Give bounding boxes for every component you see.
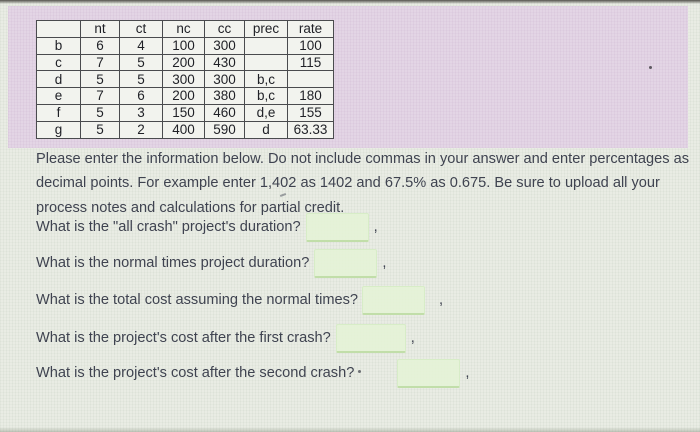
table-panel: nt ct nc cc prec rate b 6 4 100 300 100 … — [8, 6, 688, 148]
table-cell: 7 — [80, 53, 120, 72]
table-cell: 6 — [119, 87, 163, 105]
question-suffix: , — [439, 292, 444, 308]
table-row: d 5 5 300 300 b,c — [36, 70, 334, 89]
table-cell: 100 — [162, 36, 205, 55]
table-cell: b,c — [244, 70, 288, 89]
question-all-crash-duration: What is the "all crash" project's durati… — [36, 212, 378, 242]
question-cost-first-crash: What is the project's cost after the fir… — [36, 323, 415, 353]
table-cell: 380 — [204, 87, 245, 105]
table-cell: 100 — [287, 36, 334, 55]
table-cell: 5 — [119, 70, 163, 89]
row-label: g — [36, 120, 81, 139]
table-cell: 200 — [162, 87, 205, 105]
question-total-cost-normal-times: What is the total cost assuming the norm… — [36, 285, 443, 315]
table-cell: 300 — [204, 36, 245, 55]
answer-input[interactable] — [397, 358, 461, 388]
table-cell: 430 — [204, 53, 245, 72]
row-label: e — [36, 87, 81, 105]
dust-speck — [649, 66, 652, 69]
table-cell: 200 — [162, 53, 205, 72]
table-cell: d,e — [244, 103, 288, 122]
header-cell-rate: rate — [287, 20, 334, 38]
header-cell-ct: ct — [119, 20, 163, 38]
table-row: f 5 3 150 460 d,e 155 — [36, 103, 334, 122]
row-label: b — [36, 36, 81, 55]
table-cell: 5 — [80, 103, 120, 122]
table-cell: 6 — [80, 36, 120, 55]
table-cell: 5 — [119, 53, 163, 72]
table-cell: d — [244, 120, 288, 139]
answer-input[interactable] — [314, 248, 378, 278]
table-cell — [244, 36, 288, 55]
table-row: e 7 6 200 380 b,c 180 — [36, 87, 334, 105]
header-cell-nt: nt — [80, 20, 120, 38]
table-cell: 5 — [80, 120, 120, 139]
question-normal-times-duration: What is the normal times project duratio… — [36, 248, 386, 278]
instructions-line: Please enter the information below. Do n… — [36, 151, 690, 167]
header-cell-blank — [36, 20, 81, 38]
table-cell — [287, 70, 334, 89]
question-suffix: , — [465, 365, 470, 381]
row-label: c — [36, 53, 81, 72]
photo-bottom-edge — [0, 427, 700, 432]
table-cell: 590 — [204, 120, 245, 139]
table-row: c 7 5 200 430 115 — [36, 53, 334, 72]
answer-input[interactable] — [305, 212, 369, 242]
table-row: g 5 2 400 590 d 63.33 — [36, 120, 334, 139]
question-label: What is the total cost assuming the norm… — [36, 292, 359, 308]
answer-input[interactable] — [335, 323, 406, 353]
table-cell — [244, 53, 288, 72]
table-cell: 7 — [80, 87, 120, 105]
table-header-row: nt ct nc cc prec rate — [36, 20, 334, 38]
question-cost-second-crash: What is the project's cost after the sec… — [36, 358, 469, 388]
table-cell: 155 — [287, 103, 334, 122]
table-cell: 4 — [119, 36, 163, 55]
header-cell-prec: prec — [244, 20, 288, 38]
photo-top-edge — [0, 0, 700, 4]
table-cell: 150 — [162, 103, 205, 122]
question-suffix: , — [410, 330, 415, 346]
table-cell: 460 — [204, 103, 245, 122]
question-suffix: , — [382, 255, 387, 271]
question-suffix: , — [373, 219, 378, 235]
table-cell: 63.33 — [287, 120, 334, 139]
table-cell: b,c — [244, 87, 288, 105]
table-row: b 6 4 100 300 100 — [36, 36, 334, 55]
question-label: What is the project's cost after the sec… — [36, 365, 355, 381]
smudge-dot — [358, 369, 362, 373]
instructions-line: decimal points. For example enter 1,402 … — [36, 175, 660, 192]
table-cell: 300 — [204, 70, 245, 89]
header-cell-cc: cc — [204, 20, 245, 38]
table-cell: 400 — [162, 120, 205, 139]
table-cell: 2 — [119, 120, 163, 139]
header-cell-nc: nc — [162, 20, 205, 38]
table-cell: 300 — [162, 70, 205, 89]
question-label: What is the normal times project duratio… — [36, 255, 310, 271]
table-cell: 180 — [287, 87, 334, 105]
question-label: What is the "all crash" project's durati… — [36, 219, 301, 235]
row-label: f — [36, 103, 81, 122]
instructions-paragraph: Please enter the information below. Do n… — [36, 147, 689, 220]
question-label: What is the project's cost after the fir… — [36, 330, 331, 346]
crash-data-table: nt ct nc cc prec rate b 6 4 100 300 100 … — [36, 20, 334, 139]
answer-input[interactable] — [362, 285, 426, 315]
table-cell: 3 — [119, 103, 163, 122]
instructions-line: process notes and calculations for parti… — [36, 199, 345, 216]
table-cell: 5 — [80, 70, 120, 89]
row-label: d — [36, 70, 81, 89]
table-cell: 115 — [287, 53, 334, 72]
